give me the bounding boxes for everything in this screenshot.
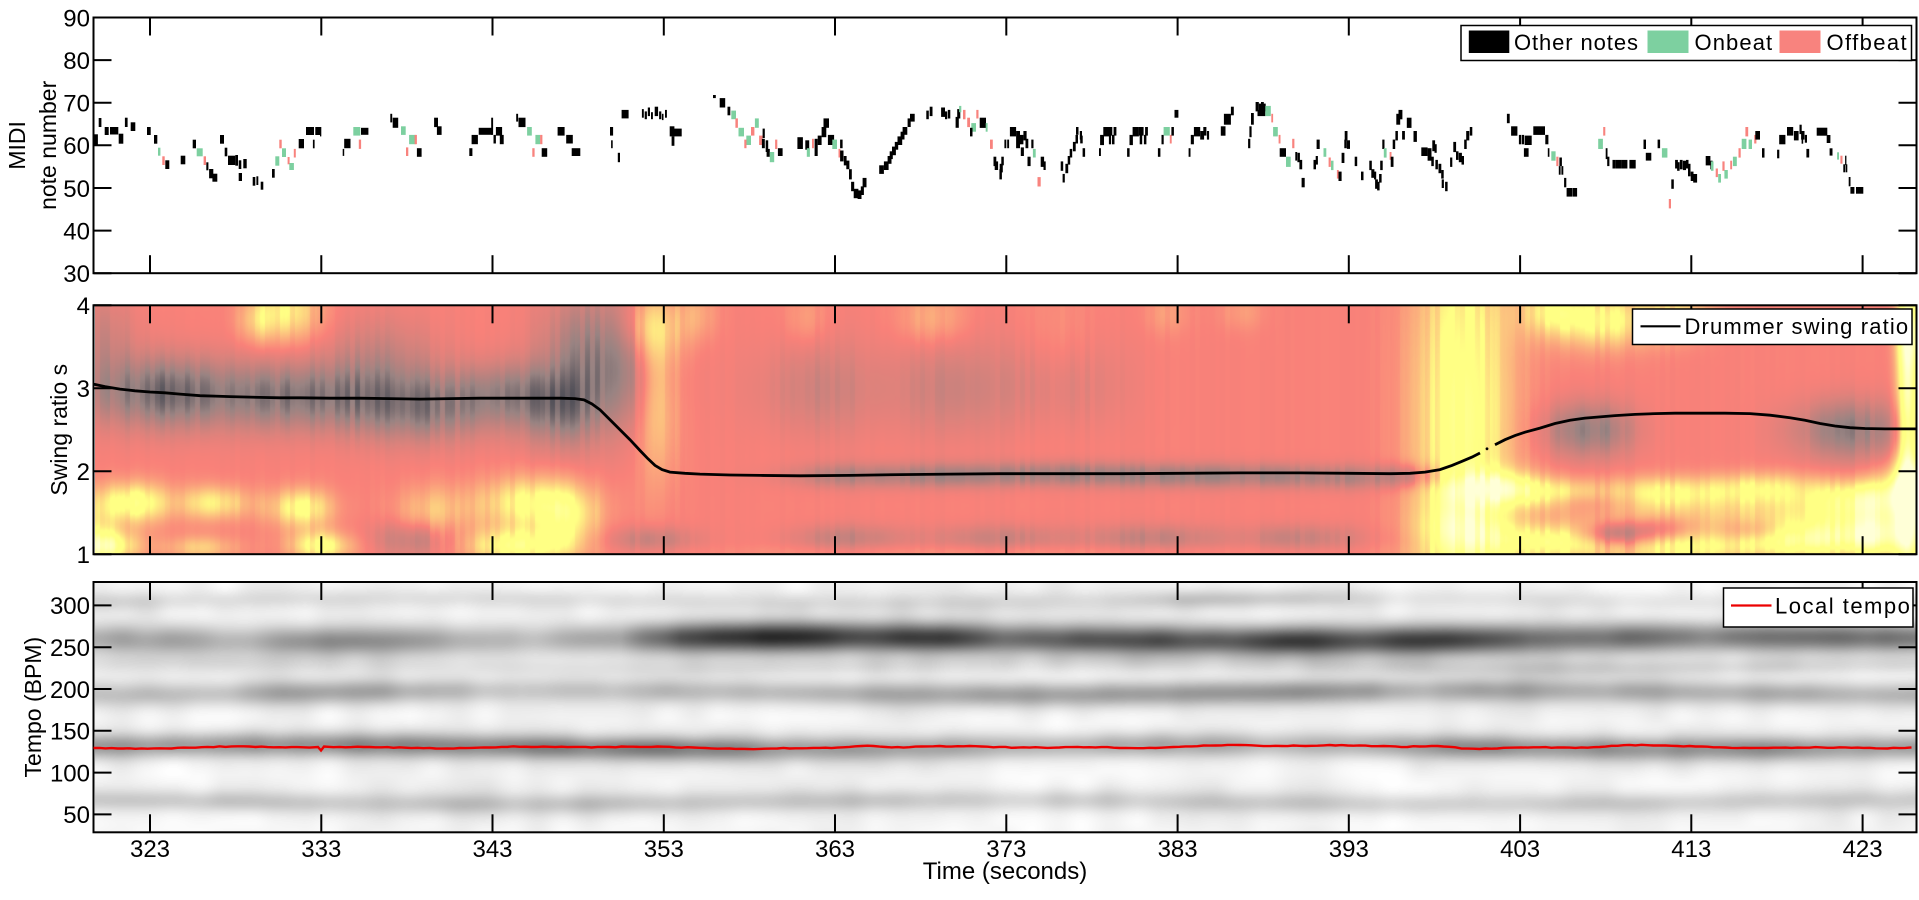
svg-text:Time (seconds): Time (seconds) — [923, 858, 1087, 885]
svg-text:250: 250 — [50, 635, 90, 662]
svg-text:363: 363 — [815, 836, 855, 863]
svg-text:100: 100 — [50, 760, 90, 787]
svg-text:Offbeat: Offbeat — [1827, 30, 1909, 55]
svg-text:Local tempo: Local tempo — [1775, 593, 1911, 618]
svg-text:343: 343 — [472, 836, 512, 863]
svg-text:1: 1 — [77, 542, 90, 569]
svg-text:333: 333 — [301, 836, 341, 863]
svg-text:40: 40 — [63, 218, 90, 245]
svg-text:50: 50 — [63, 176, 90, 203]
svg-text:200: 200 — [50, 677, 90, 704]
svg-text:353: 353 — [644, 836, 684, 863]
svg-text:2: 2 — [77, 459, 90, 486]
svg-text:Drummer swing ratio: Drummer swing ratio — [1685, 314, 1910, 339]
svg-text:150: 150 — [50, 719, 90, 746]
svg-text:393: 393 — [1329, 836, 1369, 863]
svg-text:Onbeat: Onbeat — [1695, 30, 1774, 55]
svg-text:373: 373 — [986, 836, 1026, 863]
svg-text:60: 60 — [63, 133, 90, 160]
svg-text:note number: note number — [35, 80, 61, 209]
svg-text:30: 30 — [63, 261, 90, 288]
svg-text:50: 50 — [63, 802, 90, 829]
svg-text:323: 323 — [130, 836, 170, 863]
svg-text:423: 423 — [1843, 836, 1883, 863]
svg-text:403: 403 — [1500, 836, 1540, 863]
svg-text:Tempo (BPM): Tempo (BPM) — [20, 637, 46, 778]
svg-text:Other notes: Other notes — [1514, 30, 1639, 55]
svg-text:80: 80 — [63, 48, 90, 75]
svg-text:300: 300 — [50, 593, 90, 620]
svg-text:MIDI: MIDI — [4, 121, 30, 170]
svg-text:3: 3 — [77, 376, 90, 403]
svg-text:383: 383 — [1158, 836, 1198, 863]
svg-text:90: 90 — [63, 5, 90, 32]
svg-text:Swing ratio s: Swing ratio s — [46, 364, 72, 496]
svg-text:413: 413 — [1671, 836, 1711, 863]
svg-text:70: 70 — [63, 91, 90, 118]
svg-text:4: 4 — [77, 293, 90, 320]
